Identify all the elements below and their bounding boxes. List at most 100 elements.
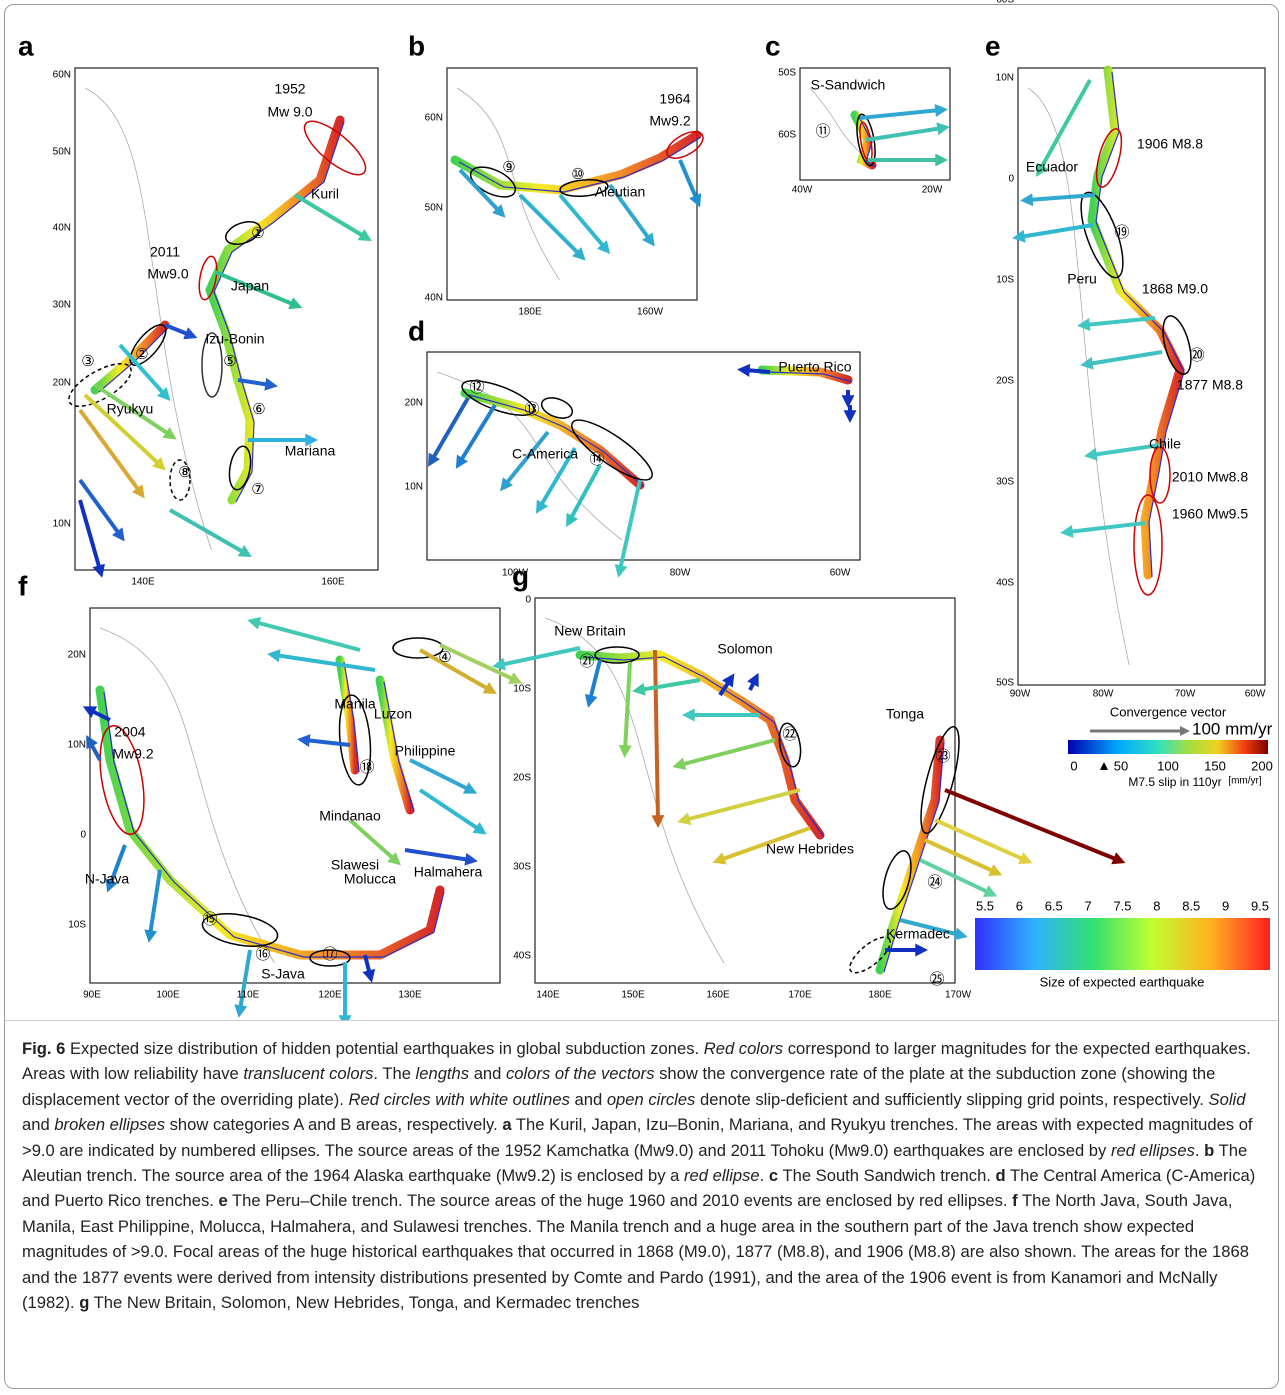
map-label: ⑧ [178,464,191,481]
x-tick-label: 150E [621,990,645,1001]
map-label: Mw9.2 [112,746,153,762]
magnitude-colorbar [975,918,1270,970]
colorbar-tick-label: 0 [1070,758,1077,773]
map-label: ③ [81,353,94,370]
y-tick-label: 50N [53,147,71,158]
y-tick-label: 20N [68,650,86,661]
y-tick-label: 20S [996,376,1014,387]
caption-text: The Peru–Chile trench. The source areas … [232,1191,1008,1210]
map-label: 2010 Mw8.8 [1172,469,1248,485]
map-label: Peru [1067,271,1097,287]
map-label: 1960 Mw9.5 [1172,506,1248,522]
caption-text: a [502,1115,511,1134]
caption-text: Solid [1209,1090,1246,1109]
map-label: Japan [231,278,269,294]
caption-text: and [575,1090,603,1109]
map-label: ② [135,346,148,363]
x-tick-label: 130E [398,990,422,1001]
legend-unit: [mm/yr] [1228,776,1262,787]
caption-text: c [769,1166,778,1185]
map-label: ⑨ [502,159,515,176]
caption-text: Fig. 6 [22,1039,65,1058]
map-label: Halmahera [414,864,483,880]
caption-text: lengths [416,1064,470,1083]
y-tick-label: 40N [53,223,71,234]
map-label: 1952 [274,81,305,97]
map-label: Kermadec [886,926,950,942]
y-tick-label: 20N [405,398,423,409]
map-label: Mariana [285,443,336,459]
map-label: Aleutian [595,184,646,200]
panel-letter: a [18,30,34,61]
map-label: Tonga [886,706,924,722]
separator [5,1020,1278,1021]
colorbar-tick-label: 6 [1016,898,1023,913]
y-tick-label: 50S [778,68,796,79]
caption-text: denote slip-deficient and sufficiently s… [700,1090,1204,1109]
x-tick-label: 140E [131,577,155,588]
x-tick-label: 180E [518,307,542,318]
map-label: C-America [512,446,578,462]
map-label: Puerto Rico [778,359,851,375]
y-tick-label: 60S [996,0,1014,6]
map-label: ⑬ [524,401,539,418]
figure: a60N50N40N30N20N10N140E160E1952Mw 9.0Kur… [0,0,1285,1020]
y-tick-label: 50N [425,203,443,214]
map-label: Philippine [395,743,456,759]
colorbar-tick-label: 5.5 [976,898,994,913]
map-label: Kuril [311,186,339,202]
y-tick-label: 60N [53,70,71,81]
colorbar-tick-label: 6.5 [1045,898,1063,913]
map-label: ⑳ [1189,347,1204,364]
x-tick-label: 70W [1175,689,1196,700]
vector-head [615,564,628,578]
map-label: 2004 [114,724,145,740]
panel-letter: g [512,560,529,591]
map-label: Solomon [717,641,772,657]
caption-text: and [22,1115,50,1134]
map-label: ④ [438,649,451,666]
y-tick-label: 60N [425,113,443,124]
colorbar-tick-label: 200 [1251,758,1273,773]
legend-note: M7.5 slip in 110yr [1128,775,1221,789]
caption-text: Expected size distribution of hidden pot… [70,1039,699,1058]
map-label: Izu-Bonin [205,331,264,347]
map-label: ⑪ [815,123,830,140]
y-tick-label: 20N [53,378,71,389]
colorbar-tick-label: 9 [1222,898,1229,913]
map-label: 1964 [659,91,690,107]
caption-text: red ellipse [684,1166,760,1185]
vector [945,790,1118,860]
map-label: S-Sandwich [811,77,886,93]
caption-text: d [996,1166,1006,1185]
map-label: ⑯ [255,946,270,963]
vector-colorbar [1068,740,1268,754]
panel-letter: e [985,30,1001,61]
map-label: Mw 9.0 [267,104,312,120]
x-tick-label: 140E [536,990,560,1001]
x-tick-label: 20W [922,185,943,196]
map-label: N-Java [85,871,130,887]
map-label: Luzon [374,706,412,722]
map-label: ① [251,225,264,242]
caption-text: show categories A and B areas, respectiv… [170,1115,498,1134]
caption-text: translucent colors [243,1064,373,1083]
x-tick-label: 90W [1010,689,1031,700]
map-label: Mw9.0 [147,266,188,282]
colorbar-tick-label: 100 [1157,758,1179,773]
x-tick-label: 110E [237,990,260,1001]
panel-letter: b [408,30,425,61]
x-tick-label: 120E [318,990,342,1001]
map-label: New Hebrides [766,841,854,857]
x-tick-label: 100E [156,990,180,1001]
map-label: 1877 M8.8 [1177,377,1243,393]
x-tick-label: 40W [792,185,813,196]
legend-title: Convergence vector [1110,704,1227,719]
map-label: Ecuador [1026,159,1078,175]
x-tick-label: 60W [1245,689,1266,700]
vector-head [234,1004,247,1018]
y-tick-label: 60S [778,130,796,141]
map-label: ⑦ [251,481,264,498]
map-label: ⑫ [469,379,484,396]
